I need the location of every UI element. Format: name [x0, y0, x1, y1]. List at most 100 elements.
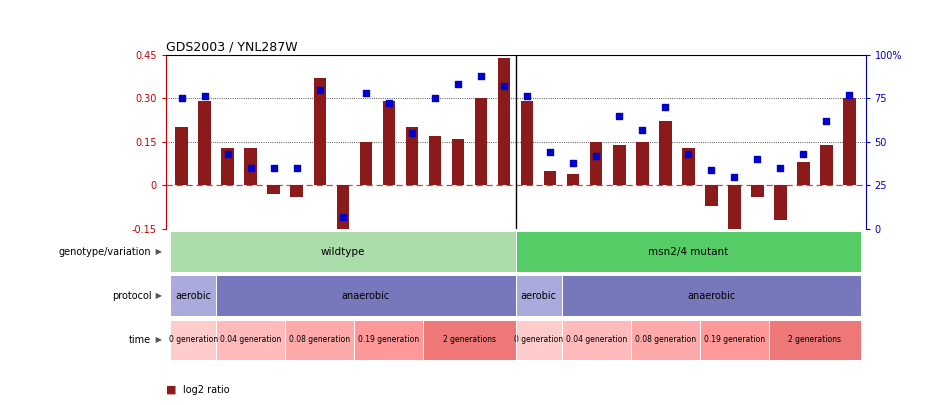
Text: protocol: protocol — [112, 291, 151, 301]
Bar — [562, 275, 861, 316]
Bar — [406, 127, 418, 185]
Bar — [170, 275, 217, 316]
Point — [842, 92, 857, 98]
Bar — [700, 320, 769, 360]
Point — [796, 151, 811, 157]
Bar — [268, 185, 280, 194]
Point — [404, 130, 419, 136]
Bar — [221, 147, 234, 185]
Point — [519, 93, 534, 100]
Bar — [359, 142, 372, 185]
Point — [727, 173, 742, 180]
Bar — [682, 147, 694, 185]
Bar — [217, 320, 286, 360]
Bar — [424, 320, 516, 360]
Bar — [659, 122, 672, 185]
Point — [566, 160, 581, 166]
Point — [450, 81, 465, 87]
Point — [266, 164, 281, 171]
Bar — [290, 185, 303, 197]
Point — [773, 164, 788, 171]
Text: msn2/4 mutant: msn2/4 mutant — [648, 247, 728, 257]
Bar — [631, 320, 700, 360]
Point — [681, 151, 696, 157]
Text: 0.04 generation: 0.04 generation — [566, 335, 627, 345]
Point — [588, 152, 604, 159]
Point — [612, 112, 627, 119]
Point — [312, 86, 327, 93]
Point — [335, 213, 350, 220]
Text: ▶: ▶ — [153, 291, 163, 301]
Bar — [286, 320, 355, 360]
Point — [428, 95, 443, 102]
Text: anaerobic: anaerobic — [342, 291, 390, 301]
Point — [289, 164, 305, 171]
Bar — [170, 320, 217, 360]
Point — [543, 149, 558, 156]
Bar — [797, 162, 810, 185]
Text: log2 ratio: log2 ratio — [183, 385, 229, 394]
Point — [750, 156, 765, 162]
Bar — [843, 98, 856, 185]
Bar — [705, 185, 718, 206]
Text: ▶: ▶ — [153, 335, 163, 345]
Bar — [613, 145, 625, 185]
Text: 0 generation: 0 generation — [514, 335, 563, 345]
Text: 0.19 generation: 0.19 generation — [704, 335, 765, 345]
Text: 0.04 generation: 0.04 generation — [220, 335, 281, 345]
Point — [819, 117, 834, 124]
Text: 2 generations: 2 generations — [788, 335, 841, 345]
Bar — [382, 101, 395, 185]
Bar — [590, 142, 603, 185]
Bar — [520, 101, 534, 185]
Point — [174, 95, 189, 102]
Text: aerobic: aerobic — [175, 291, 211, 301]
Text: time: time — [130, 335, 151, 345]
Text: 0.08 generation: 0.08 generation — [635, 335, 696, 345]
Bar — [429, 136, 441, 185]
Bar — [337, 185, 349, 241]
Bar — [498, 58, 511, 185]
Bar — [562, 320, 631, 360]
Bar — [769, 320, 861, 360]
Bar — [516, 275, 562, 316]
Bar — [636, 142, 649, 185]
Bar — [475, 98, 487, 185]
Text: 0 generation: 0 generation — [168, 335, 218, 345]
Text: aerobic: aerobic — [520, 291, 556, 301]
Point — [704, 166, 719, 173]
Point — [220, 151, 236, 157]
Text: wildtype: wildtype — [321, 247, 365, 257]
Bar — [544, 171, 556, 185]
Point — [197, 93, 212, 100]
Point — [497, 83, 512, 89]
Bar — [244, 147, 257, 185]
Point — [635, 126, 650, 133]
Bar — [516, 231, 861, 272]
Point — [657, 104, 673, 110]
Point — [381, 100, 396, 107]
Bar — [451, 139, 464, 185]
Text: 2 generations: 2 generations — [443, 335, 496, 345]
Bar — [820, 145, 832, 185]
Bar — [355, 320, 424, 360]
Bar — [199, 101, 211, 185]
Bar — [313, 78, 326, 185]
Bar — [567, 174, 580, 185]
Text: 0.08 generation: 0.08 generation — [289, 335, 350, 345]
Bar — [217, 275, 516, 316]
Point — [473, 72, 488, 79]
Text: ■: ■ — [166, 385, 176, 394]
Bar — [774, 185, 787, 220]
Text: 0.19 generation: 0.19 generation — [359, 335, 419, 345]
Bar — [516, 320, 562, 360]
Bar — [175, 127, 188, 185]
Text: anaerobic: anaerobic — [687, 291, 735, 301]
Point — [359, 90, 374, 96]
Text: GDS2003 / YNL287W: GDS2003 / YNL287W — [166, 40, 297, 53]
Text: ▶: ▶ — [153, 247, 163, 256]
Text: genotype/variation: genotype/variation — [59, 247, 151, 257]
Bar — [728, 185, 741, 234]
Bar — [751, 185, 763, 197]
Point — [243, 164, 258, 171]
